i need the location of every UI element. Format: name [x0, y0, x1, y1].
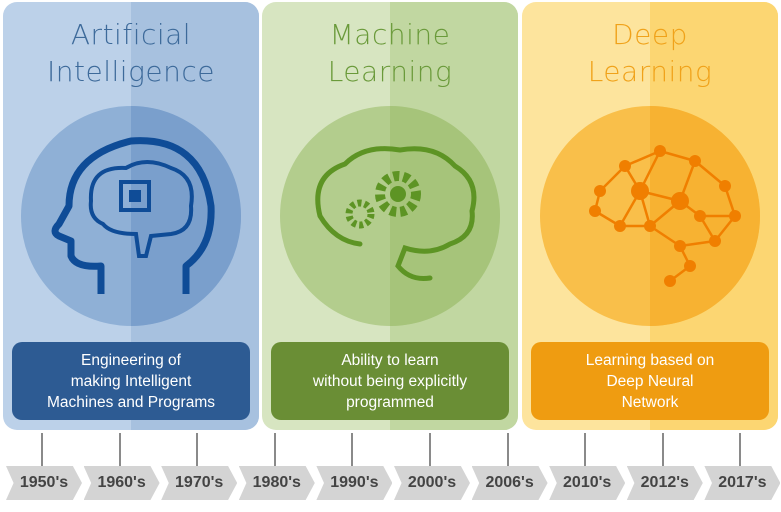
timeline-tick	[118, 433, 121, 467]
timeline-era: 2000's	[394, 466, 470, 500]
description-line: Machines and Programs	[47, 393, 215, 411]
description-line: without being explicitly	[312, 372, 468, 390]
description-line: Learning based on	[585, 351, 715, 369]
panel-deep-learning: Deep Learning Learning based on Deep Neura…	[522, 2, 778, 430]
panel-title: Artificial Intelligence	[3, 16, 259, 90]
title-line: Machine	[329, 18, 451, 51]
description-box: Learning based on Deep Neural Network	[531, 342, 769, 420]
description-line: Engineering of	[81, 351, 181, 369]
timeline-era: 1990's	[316, 466, 393, 500]
title-line: Intelligence	[47, 55, 215, 88]
timeline-tick	[41, 433, 43, 467]
description-line: making Intelligent	[70, 372, 192, 390]
description-line: Ability to learn	[341, 351, 439, 369]
title-line: Learning	[327, 55, 453, 88]
timeline-tick	[584, 433, 587, 467]
title-line: Learning	[587, 55, 713, 88]
description-box: Engineering of making Intelligent Machines…	[12, 342, 250, 420]
head-with-chip-brain-icon	[51, 137, 215, 294]
timeline-tick	[273, 433, 276, 467]
timeline-tick	[661, 433, 664, 467]
panel-machine-learning: Machine Learning Ability to learn without …	[262, 2, 518, 430]
timeline-era: 1980's	[238, 466, 315, 500]
timeline-era: 2017's	[704, 466, 781, 500]
timeline-tick	[429, 433, 431, 467]
description-line: Deep Neural	[606, 372, 694, 390]
description-box: Ability to learn without being explicitly…	[271, 342, 509, 420]
icon-circle	[21, 106, 241, 326]
title-line: Deep	[612, 18, 688, 51]
timeline-era: 1970's	[161, 466, 238, 500]
timeline-era: 2006's	[471, 466, 548, 500]
timeline-era: 1950's	[6, 466, 82, 500]
panel-title: Deep Learning	[522, 16, 778, 90]
icon-circle	[280, 106, 500, 326]
timeline-tick	[506, 433, 509, 467]
neural-network-brain-icon	[589, 145, 741, 287]
timeline-tick	[196, 433, 199, 467]
timeline-era: 1960's	[83, 466, 160, 500]
timeline-era: 2012's	[626, 466, 703, 500]
description-line: Network	[621, 393, 679, 411]
icon-circle	[540, 106, 760, 326]
description-line: programmed	[346, 393, 434, 411]
brain-with-gears-icon	[315, 146, 477, 281]
timeline-tick	[351, 433, 354, 467]
panel-title: Machine Learning	[262, 16, 518, 90]
panel-artificial-intelligence: Artificial Intelligence Engineering of mak…	[3, 2, 259, 430]
title-line: Artificial	[70, 18, 192, 51]
timeline-era: 2010's	[549, 466, 626, 500]
timeline-tick	[739, 433, 742, 467]
